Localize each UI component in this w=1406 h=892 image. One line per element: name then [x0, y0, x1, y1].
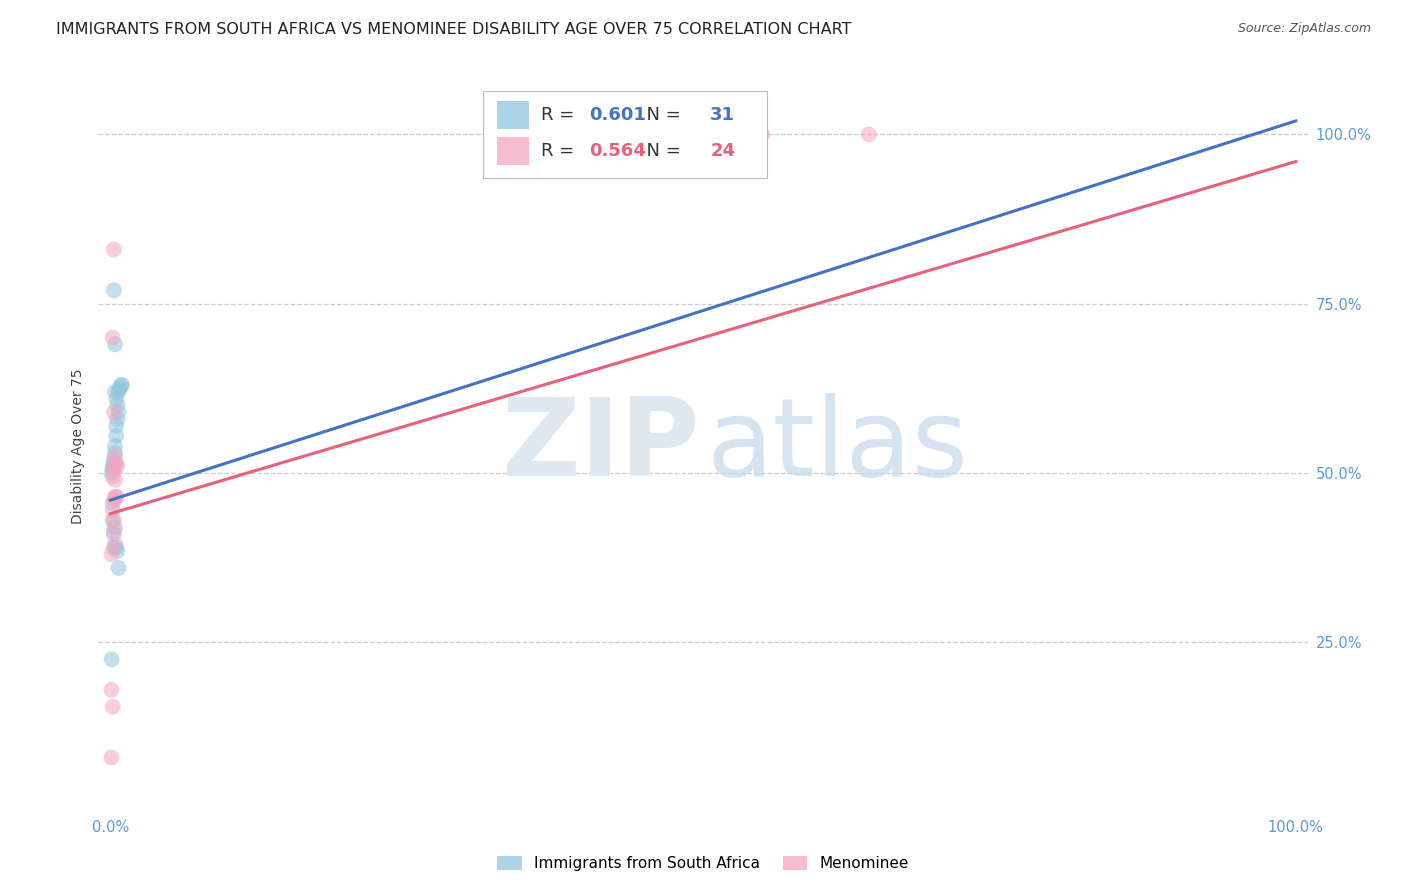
Legend: Immigrants from South Africa, Menominee: Immigrants from South Africa, Menominee [491, 850, 915, 877]
Point [101, 699, 124, 714]
Point [104, 473, 127, 487]
Point [101, 503, 124, 517]
Text: R =: R = [541, 106, 579, 124]
Point [101, 497, 124, 511]
Point [101, 469, 124, 483]
Point [105, 418, 128, 433]
Text: 0.564: 0.564 [589, 142, 647, 161]
Point [716, 128, 738, 142]
Point [104, 439, 127, 453]
Point [858, 128, 880, 142]
Point [100, 652, 122, 666]
FancyBboxPatch shape [498, 102, 529, 129]
Point [105, 541, 128, 555]
Point [101, 463, 124, 477]
FancyBboxPatch shape [498, 137, 529, 165]
Text: R =: R = [541, 142, 579, 161]
Point [107, 405, 129, 419]
Point [105, 412, 128, 426]
Point [104, 459, 127, 474]
Text: 0.601: 0.601 [589, 106, 647, 124]
Point [103, 541, 125, 555]
Point [103, 527, 125, 541]
Point [108, 381, 131, 395]
Text: ZIP: ZIP [501, 393, 699, 499]
Point [103, 283, 125, 297]
Point [104, 520, 127, 534]
Point [104, 384, 127, 399]
Point [105, 490, 128, 504]
Text: IMMIGRANTS FROM SOUTH AFRICA VS MENOMINEE DISABILITY AGE OVER 75 CORRELATION CHA: IMMIGRANTS FROM SOUTH AFRICA VS MENOMINE… [56, 22, 852, 37]
Point [103, 493, 125, 508]
Point [100, 547, 122, 561]
Text: 31: 31 [710, 106, 735, 124]
Point [100, 750, 122, 764]
Point [100, 682, 122, 697]
Point [104, 446, 127, 460]
Y-axis label: Disability Age Over 75: Disability Age Over 75 [72, 368, 86, 524]
Text: atlas: atlas [707, 393, 969, 499]
Point [101, 514, 124, 528]
Point [100, 466, 122, 480]
Point [105, 544, 128, 558]
Point [101, 331, 124, 345]
Point [103, 243, 125, 257]
Point [107, 561, 129, 575]
Point [110, 378, 132, 392]
Point [103, 405, 125, 419]
Point [751, 128, 773, 142]
Point [104, 490, 127, 504]
Point [104, 337, 127, 351]
Text: Source: ZipAtlas.com: Source: ZipAtlas.com [1237, 22, 1371, 36]
Point [111, 378, 134, 392]
Text: N =: N = [636, 142, 686, 161]
Point [103, 463, 125, 477]
Point [105, 456, 128, 470]
Point [103, 524, 125, 538]
Point [104, 449, 127, 463]
Point [668, 128, 690, 142]
Point [105, 490, 128, 504]
Point [103, 452, 125, 467]
Point [105, 429, 128, 443]
Text: 24: 24 [710, 142, 735, 161]
Point [103, 514, 125, 528]
FancyBboxPatch shape [482, 91, 768, 178]
Text: N =: N = [636, 106, 686, 124]
Point [105, 459, 128, 474]
Point [105, 398, 128, 412]
Point [104, 537, 127, 551]
Point [103, 456, 125, 470]
Point [107, 384, 129, 399]
Point [101, 459, 124, 474]
Point [105, 392, 128, 406]
